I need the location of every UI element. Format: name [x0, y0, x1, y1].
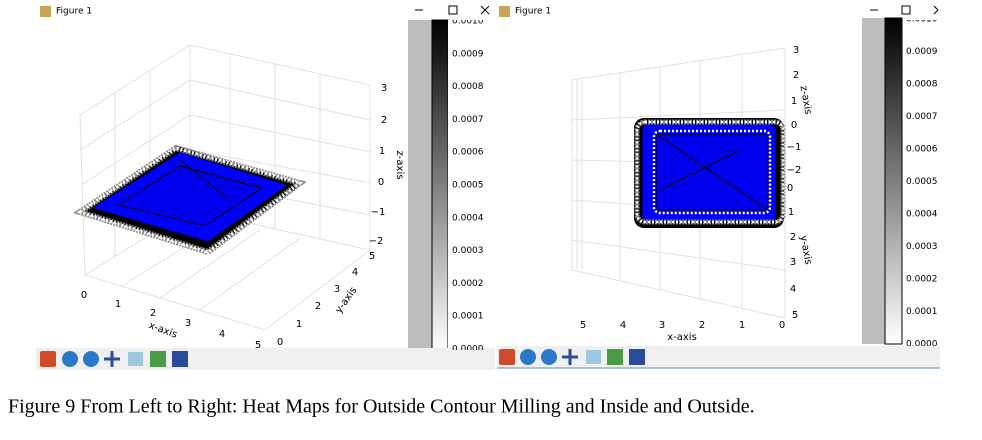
y-axis-label: y-axis — [798, 235, 814, 266]
window-right — [497, 0, 940, 369]
x-tick-label: 3 — [185, 318, 191, 329]
plot-surface — [634, 118, 786, 228]
toolbar — [497, 346, 940, 369]
colorbar-tick-label: 0.0007 — [452, 115, 484, 125]
z-tick-label: −2 — [787, 165, 802, 176]
x-tick-label: 1 — [115, 299, 121, 310]
window-title: Figure 1 — [515, 7, 551, 17]
colorbar — [431, 19, 449, 351]
z-tick-label: −1 — [371, 207, 386, 218]
colorbar-tick-label: 0.0002 — [452, 279, 484, 289]
x-tick-label: 0 — [779, 320, 785, 331]
save-button[interactable] — [629, 349, 645, 365]
colorbar-frame — [862, 18, 885, 344]
colorbar-tick-label: 0.0003 — [906, 242, 938, 252]
back-button[interactable] — [520, 349, 536, 365]
z-tick-label: 3 — [381, 83, 387, 94]
y-tick-label: 0 — [277, 337, 283, 348]
x-axis-label: x-axis — [667, 332, 697, 343]
z-tick-label: −1 — [787, 142, 802, 153]
colorbar-tick-label: 0.0008 — [452, 82, 484, 92]
y-tick-label: 4 — [352, 267, 358, 278]
x-tick-label: 0 — [81, 290, 87, 301]
colorbar-tick-label: 0.0010 — [906, 15, 938, 25]
colorbar-tick-label: 0.0000 — [906, 340, 938, 350]
forward-button[interactable] — [83, 351, 99, 367]
x-tick-label: 3 — [659, 320, 665, 331]
colorbar-tick-label: 0.0001 — [452, 312, 484, 322]
y-tick-label: 2 — [315, 301, 321, 312]
z-tick-label: 3 — [793, 45, 799, 56]
app-icon — [499, 6, 510, 17]
z-tick-label: 0 — [378, 177, 384, 188]
forward-button[interactable] — [541, 349, 557, 365]
plot-surface — [73, 144, 307, 256]
back-button[interactable] — [62, 351, 78, 367]
x-tick-label: 5 — [580, 320, 586, 331]
y-tick-label: 3 — [334, 284, 340, 295]
x-tick-label: 2 — [150, 308, 156, 319]
colorbar-tick-label: 0.0007 — [906, 112, 938, 122]
zoom-button[interactable] — [128, 352, 143, 366]
pan-button[interactable] — [562, 349, 578, 365]
colorbar-tick-label: 0.0003 — [452, 246, 484, 256]
colorbar-tick-label: 0.0004 — [906, 210, 938, 220]
x-tick-label: 2 — [699, 320, 705, 331]
subplots-button[interactable] — [150, 351, 166, 367]
toolbar — [36, 348, 495, 370]
y-tick-label: 4 — [790, 284, 796, 295]
window-title: Figure 1 — [56, 7, 92, 17]
zoom-button[interactable] — [586, 350, 601, 364]
z-tick-label: 2 — [381, 115, 387, 126]
x-tick-label: 4 — [620, 320, 626, 331]
pan-button[interactable] — [104, 351, 120, 367]
colorbar-tick-label: 0.0006 — [452, 148, 484, 158]
window-controls — [870, 5, 939, 15]
y-tick-label: 5 — [369, 251, 375, 262]
y-tick-label: 0 — [787, 183, 793, 194]
colorbar-tick-label: 0.0001 — [906, 307, 938, 317]
y-tick-label: 1 — [788, 207, 794, 218]
colorbar-tick-label: 0.0006 — [906, 145, 938, 155]
z-tick-label: 0 — [791, 120, 797, 131]
x-tick-label: 4 — [219, 329, 225, 340]
colorbar-tick-label: 0.0004 — [452, 213, 484, 223]
colorbar-tick-label: 0.0008 — [906, 80, 938, 90]
y-tick-label: 1 — [296, 319, 302, 330]
colorbar-tick-label: 0.0005 — [452, 181, 484, 191]
colorbar-frame — [408, 20, 432, 350]
colorbar-tick-label: 0.0000 — [452, 345, 484, 355]
colorbar-tick-label: 0.0009 — [906, 47, 938, 57]
x-tick-label: 5 — [255, 340, 261, 351]
z-tick-label: 1 — [379, 146, 385, 157]
y-tick-label: 3 — [790, 257, 796, 268]
app-icon — [40, 6, 51, 17]
caption: Figure 9 From Left to Right: Heat Maps f… — [8, 396, 755, 418]
home-button[interactable] — [499, 349, 515, 365]
z-axis-label: z-axis — [394, 151, 405, 180]
colorbar-tick-label: 0.0009 — [452, 49, 484, 59]
x-tick-label: 1 — [739, 320, 745, 331]
save-button[interactable] — [172, 351, 188, 367]
z-tick-label: 1 — [791, 96, 797, 107]
z-tick-label: −2 — [369, 236, 384, 247]
y-tick-label: 2 — [790, 232, 796, 243]
window-controls — [415, 5, 490, 15]
y-tick-label: 5 — [792, 310, 798, 321]
subplots-button[interactable] — [607, 349, 623, 365]
colorbar-tick-label: 0.0005 — [906, 177, 938, 187]
home-button[interactable] — [40, 351, 56, 367]
colorbar — [884, 17, 903, 345]
z-axis-label: z-axis — [798, 85, 814, 115]
z-tick-label: 2 — [793, 70, 799, 81]
window-left — [0, 0, 495, 370]
colorbar-tick-label: 0.0002 — [906, 275, 938, 285]
colorbar-tick-label: 0.0010 — [452, 17, 484, 27]
